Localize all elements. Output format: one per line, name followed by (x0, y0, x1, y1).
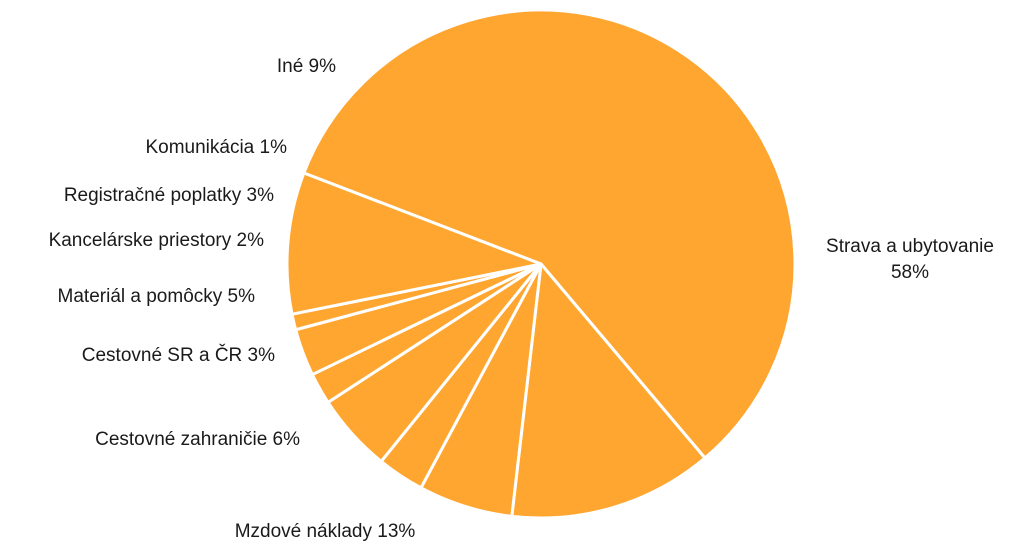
pie-slice-label: Iné 9% (277, 56, 336, 77)
pie-slice-label-name: Strava a ubytovanie (826, 236, 994, 257)
pie-slice (510, 262, 707, 520)
pie-slice-label: Registračné poplatky 3% (64, 185, 274, 206)
pie-slice-label: Komunikácia 1% (145, 137, 287, 158)
pie-slice-label: Mzdové náklady 13% (235, 521, 416, 542)
pie-slice-label: Materiál a pomôcky 5% (58, 286, 256, 307)
pie-slice-label: Kancelárske priestory 2% (49, 230, 265, 251)
pie-slice-label: Strava a ubytovanie 58% (826, 236, 994, 283)
pie-slice-label-value: 58% (891, 262, 929, 283)
pie-slice (302, 8, 797, 460)
pie-slices (285, 8, 797, 520)
pie-labels: Strava a ubytovanie 58% Mzdové náklady 13%… (49, 56, 994, 542)
pie-slice-label: Cestovné zahraničie 6% (95, 429, 300, 450)
pie-slice-label: Cestovné SR a ČR 3% (82, 344, 275, 366)
pie-slice (285, 171, 543, 316)
